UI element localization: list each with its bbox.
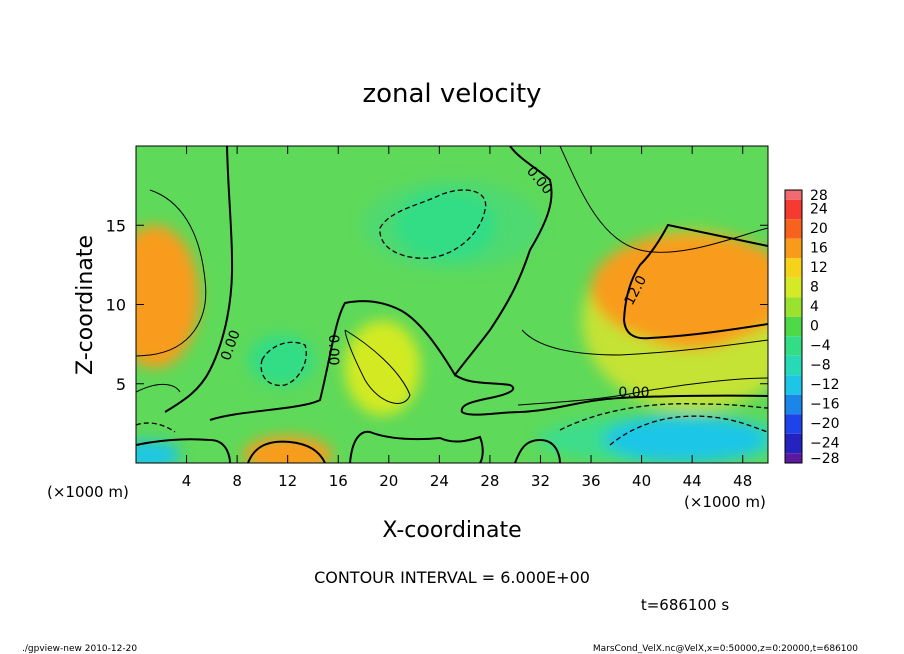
y-axis-label: Z-coordinate bbox=[73, 235, 98, 375]
colorbar-label: −16 bbox=[810, 397, 840, 413]
x-tick-label: 32 bbox=[531, 472, 550, 490]
contour-line bbox=[136, 438, 231, 463]
contour-label: 0.00 bbox=[325, 334, 341, 365]
colorbar-label: 16 bbox=[810, 241, 828, 257]
colorbar-swatch bbox=[785, 199, 802, 220]
x-tick-label: 20 bbox=[379, 472, 398, 490]
contour-interval-text: CONTOUR INTERVAL = 6.000E+00 bbox=[314, 568, 590, 587]
contour-line-negative bbox=[609, 415, 768, 446]
x-tick-label: 40 bbox=[632, 472, 651, 490]
colorbar-label: 24 bbox=[810, 202, 828, 218]
x-tick-label: 48 bbox=[733, 472, 752, 490]
contour-line bbox=[517, 377, 768, 406]
chart-title: zonal velocity bbox=[362, 79, 541, 109]
x-tick-label: 24 bbox=[430, 472, 449, 490]
x-unit-label-right: (×1000 m) bbox=[684, 493, 766, 511]
colorbar-swatch bbox=[785, 316, 802, 337]
x-tick-label: 36 bbox=[581, 472, 600, 490]
colorbar-label: −20 bbox=[810, 416, 840, 432]
field-feature bbox=[395, 190, 497, 261]
contour-line bbox=[164, 146, 234, 413]
colorbar-swatch bbox=[785, 190, 802, 200]
colorbar-label: 28 bbox=[810, 188, 828, 204]
colorbar-swatch bbox=[785, 297, 802, 317]
contour-line bbox=[344, 329, 411, 404]
contour-line bbox=[622, 223, 768, 340]
y-axis: 5 10 15 bbox=[106, 216, 768, 394]
contour-line-negative bbox=[379, 189, 487, 259]
x-tick-label: 16 bbox=[329, 472, 348, 490]
x-tick-label: 44 bbox=[683, 472, 702, 490]
contour-line-negative bbox=[559, 403, 768, 431]
x-unit-label-left: (×1000 m) bbox=[47, 483, 129, 501]
x-tick-label: 8 bbox=[232, 472, 242, 490]
time-text: t=686100 s bbox=[641, 596, 729, 614]
field-feature bbox=[136, 225, 200, 368]
colorbar-label: −4 bbox=[810, 338, 831, 354]
x-tick-label: 4 bbox=[182, 472, 192, 490]
contour-line-negative bbox=[260, 341, 307, 387]
colorbar-label: −8 bbox=[810, 358, 831, 374]
contour-line bbox=[349, 430, 484, 463]
colorbar-label: −28 bbox=[810, 451, 840, 467]
colorbar-label: −12 bbox=[810, 377, 840, 393]
contour-label: 0.00 bbox=[618, 385, 649, 401]
contour-line bbox=[136, 189, 207, 357]
field-feature bbox=[136, 440, 181, 463]
x-axis: 4 8 12 16 20 24 28 32 36 40 44 48 bbox=[182, 146, 752, 490]
y-tick-label: 5 bbox=[116, 375, 126, 394]
contour-line bbox=[247, 440, 326, 463]
x-axis-label: X-coordinate bbox=[382, 518, 521, 543]
colorbar-swatch bbox=[785, 394, 802, 415]
x-tick-label: 12 bbox=[278, 472, 297, 490]
colorbar-swatch bbox=[785, 258, 802, 278]
field-feature bbox=[243, 436, 332, 463]
contour-line bbox=[209, 146, 553, 421]
colorbar-swatch bbox=[785, 238, 802, 259]
colorbar-swatch bbox=[785, 355, 802, 376]
colorbar-frame bbox=[784, 189, 803, 464]
y-tick-label: 10 bbox=[106, 296, 126, 315]
contour-line bbox=[136, 384, 181, 393]
colorbar-swatch bbox=[785, 277, 802, 298]
colorbar-swatch bbox=[785, 433, 802, 454]
colorbar-label: 4 bbox=[810, 299, 819, 315]
field-feature bbox=[603, 415, 768, 463]
colorbar-swatch bbox=[785, 453, 802, 463]
colorbar-label: 8 bbox=[810, 280, 819, 296]
colorbar-swatch bbox=[785, 375, 802, 395]
colorbar-label: −24 bbox=[810, 436, 840, 452]
x-tick-label: 28 bbox=[480, 472, 499, 490]
contour-line bbox=[521, 329, 768, 356]
colorbar-swatch bbox=[785, 219, 802, 239]
footer-left: ./gpview-new 2010-12-20 bbox=[22, 644, 137, 654]
contour-line bbox=[454, 374, 768, 416]
footer-right: MarsCond_VelX.nc@VelX,x=0:50000,z=0:2000… bbox=[593, 644, 858, 654]
colorbar-swatch bbox=[785, 336, 802, 356]
field-feature bbox=[635, 291, 750, 349]
y-tick-label: 15 bbox=[106, 216, 126, 235]
field-feature bbox=[344, 320, 421, 416]
colorbar-swatch bbox=[785, 414, 802, 434]
colorbar-label: 20 bbox=[810, 221, 828, 237]
contour-line-negative bbox=[136, 422, 176, 433]
contour-line bbox=[514, 438, 561, 463]
colorbar-label: 12 bbox=[810, 260, 828, 276]
contour-line bbox=[559, 146, 768, 253]
colorbar-label: 0 bbox=[810, 319, 819, 335]
field-feature bbox=[248, 334, 315, 386]
